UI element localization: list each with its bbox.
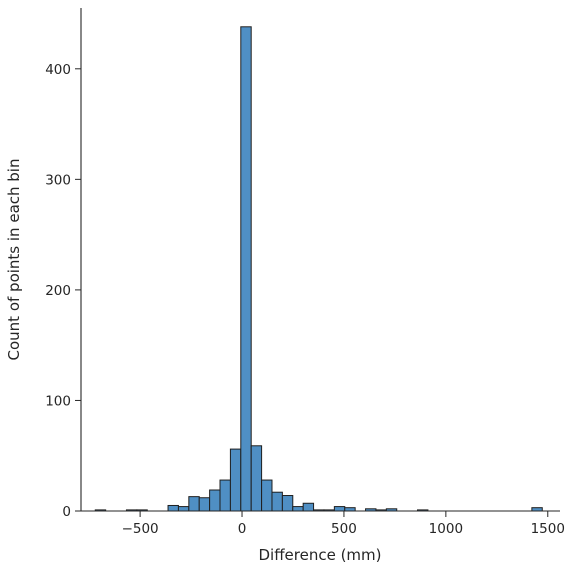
x-axis-ticks: −500 0 500 1000 1500 [122, 511, 565, 537]
histogram-bar-12 [261, 479, 273, 512]
y-axis-ticks: 0 100 200 300 400 [45, 62, 81, 520]
y-tick-label-3: 300 [45, 172, 71, 188]
histogram-bars [94, 26, 543, 512]
y-axis-label: Count of points in each bin [5, 159, 23, 361]
histogram-bar-15 [292, 506, 304, 512]
histogram-bar-3 [167, 504, 179, 512]
histogram-bar-11 [250, 445, 263, 512]
histogram-bar-8 [219, 479, 231, 512]
x-tick-label-2: 500 [331, 521, 357, 537]
x-tick-label-0: −500 [122, 521, 159, 537]
x-axis-label: Difference (mm) [258, 546, 381, 564]
y-tick-label-4: 400 [45, 62, 71, 78]
histogram-bar-13 [271, 491, 283, 512]
histogram-bar-7 [209, 489, 221, 512]
y-tick-label-1: 100 [45, 393, 71, 409]
histogram-bar-14 [281, 495, 294, 512]
histogram-bar-16 [302, 502, 315, 512]
histogram-bar-10 [240, 26, 252, 512]
histogram-bar-5 [188, 496, 200, 512]
histogram-bar-9 [229, 448, 242, 512]
x-tick-label-3: 1000 [429, 521, 463, 537]
y-tick-label-0: 0 [62, 504, 71, 520]
histogram-bar-4 [177, 506, 190, 512]
y-tick-label-2: 200 [45, 283, 71, 299]
x-tick-label-1: 0 [238, 521, 247, 537]
x-tick-label-4: 1500 [531, 521, 565, 537]
histogram-bar-19 [333, 506, 346, 512]
histogram-bar-6 [198, 497, 211, 512]
